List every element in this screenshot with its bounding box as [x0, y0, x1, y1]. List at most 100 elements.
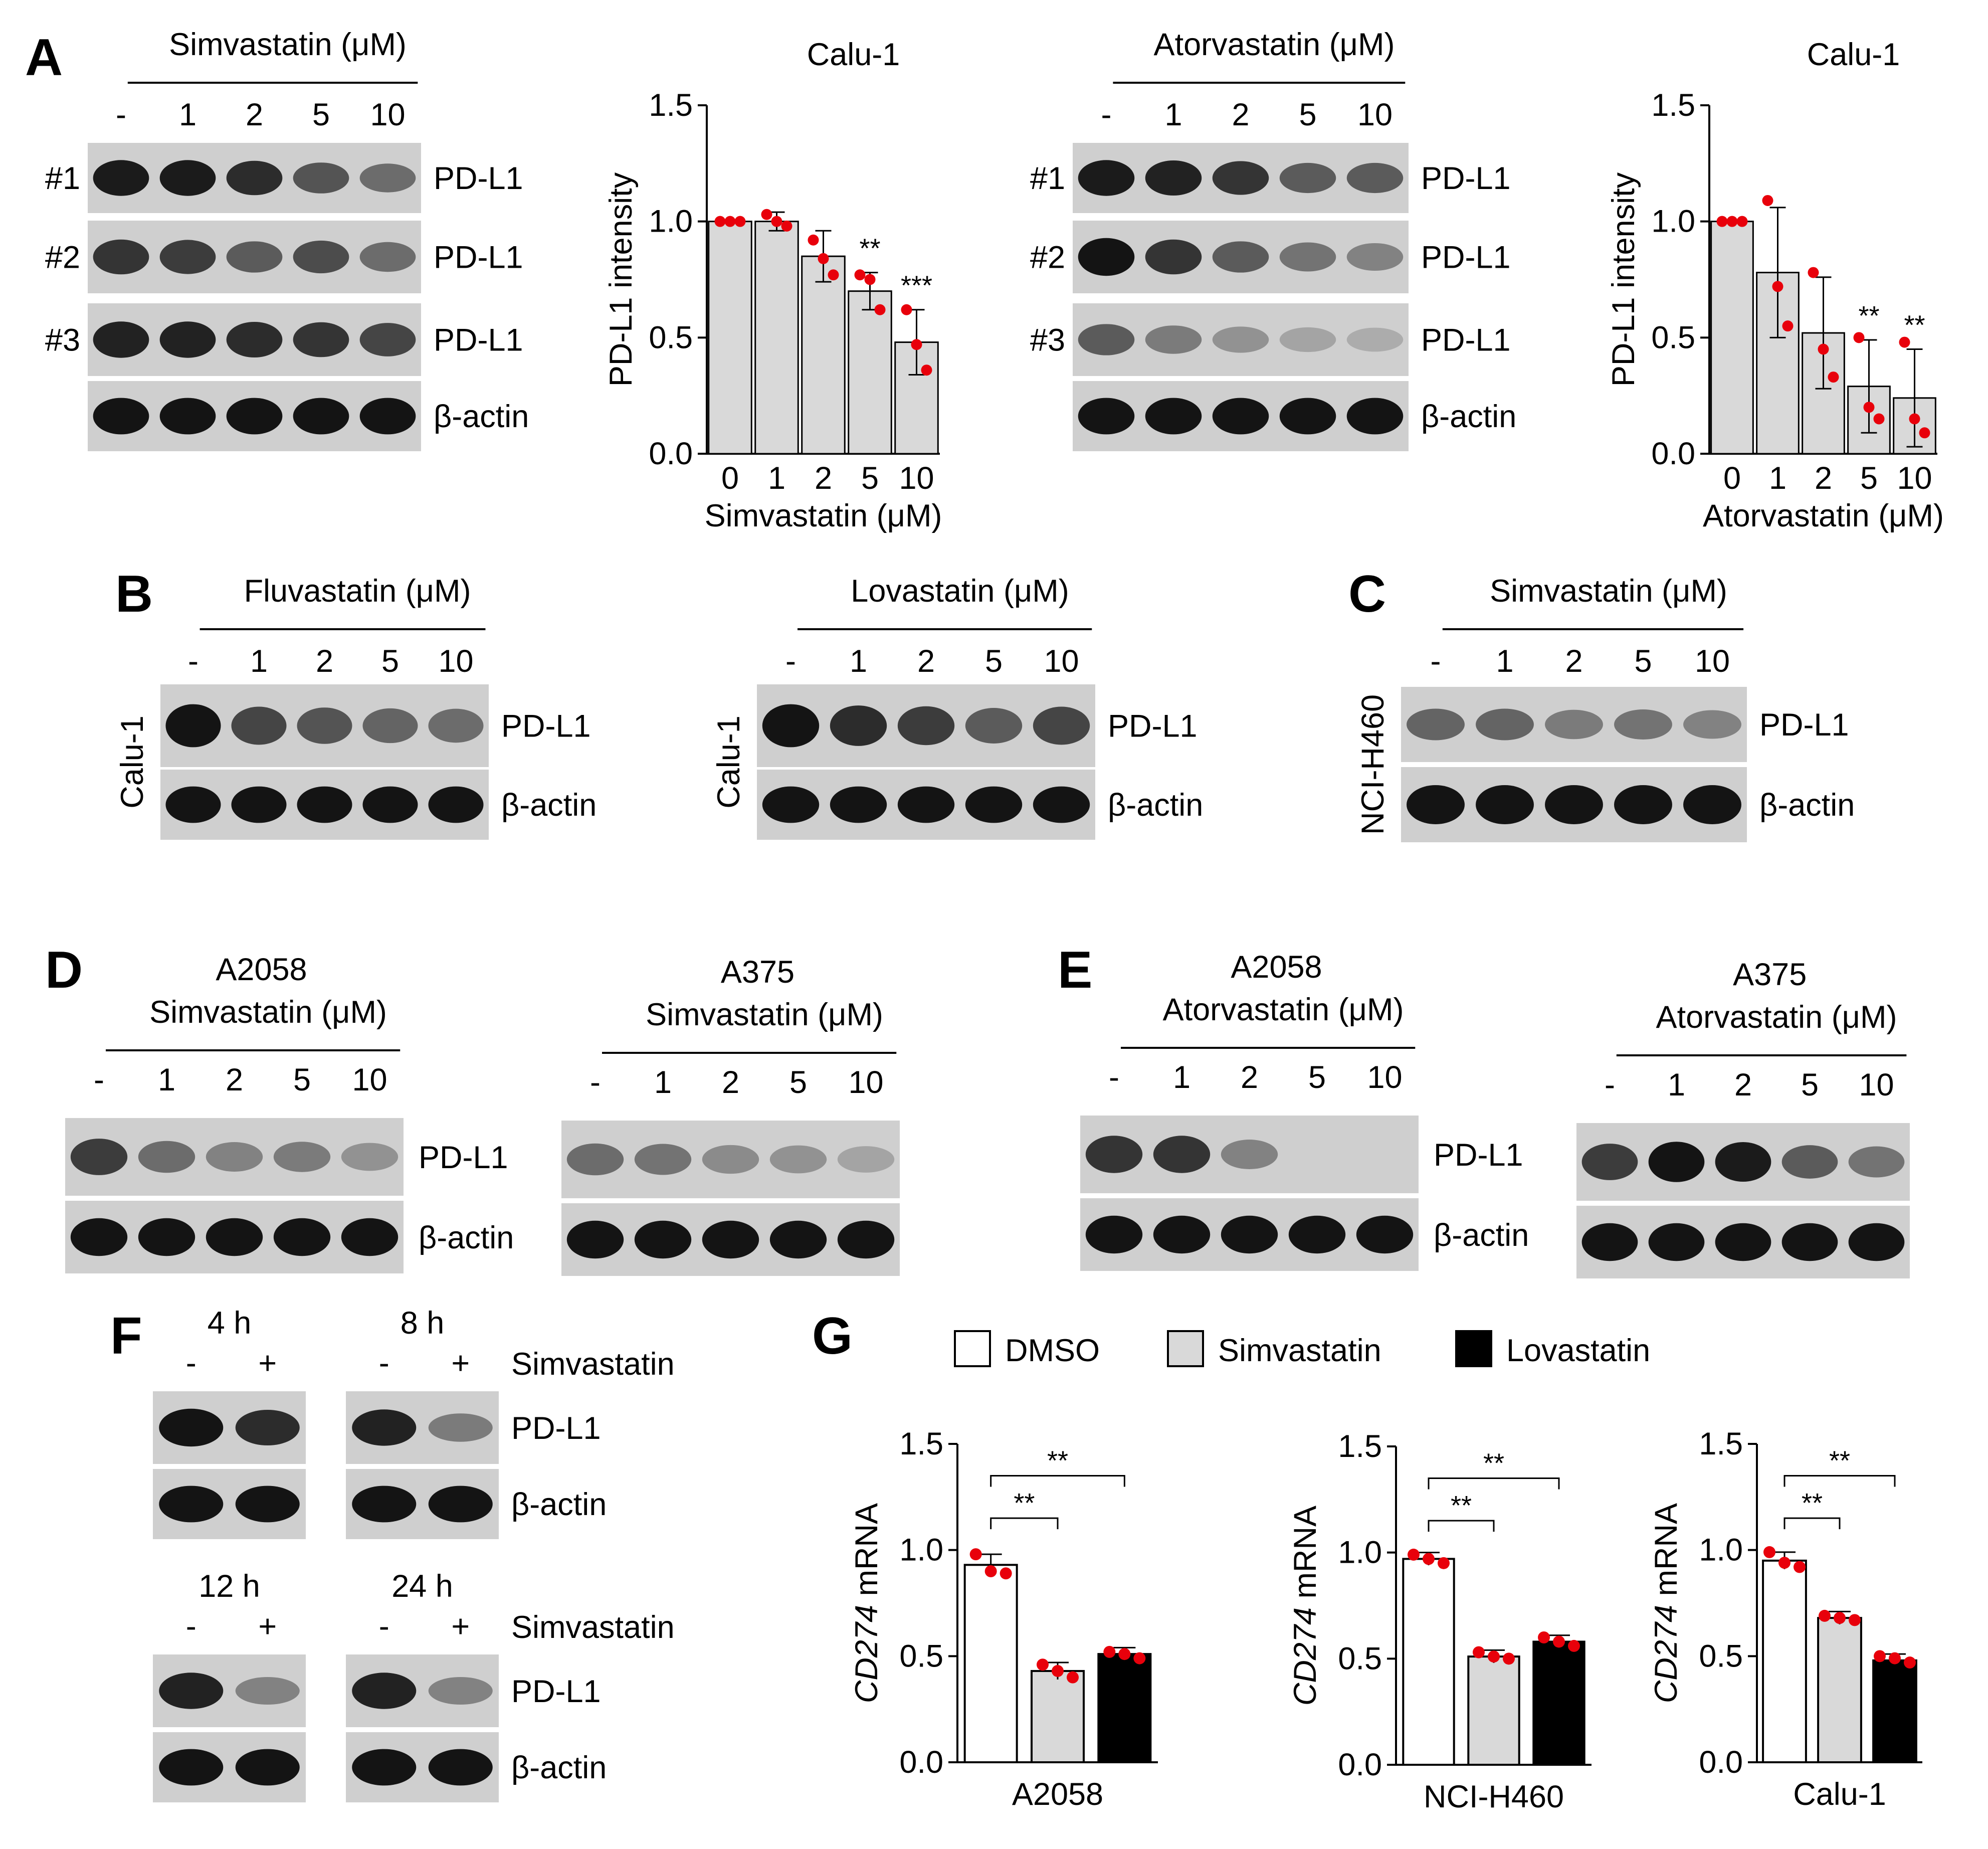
- blot-band: [1279, 398, 1336, 435]
- bar: [801, 255, 846, 455]
- blot-band: [428, 1486, 493, 1523]
- time-label: 8 h: [401, 1306, 445, 1341]
- blot-row-actin: [1401, 767, 1747, 842]
- treatment-label: Atorvastatin (μM): [1163, 992, 1404, 1027]
- blot-band: [830, 786, 887, 823]
- blot-band: [428, 708, 484, 743]
- y-tick-label: 0.0: [1651, 436, 1695, 471]
- row-label: β-actin: [1759, 788, 1855, 823]
- y-axis-label-rest: mRNA: [1649, 1503, 1684, 1605]
- bar: [708, 221, 752, 455]
- blot-row-pdl1: [346, 1391, 499, 1464]
- time-label: 4 h: [208, 1306, 252, 1341]
- panel-label-e: E: [1058, 941, 1092, 999]
- data-point: [781, 220, 792, 232]
- blot-band: [341, 1143, 399, 1171]
- lane-label: +: [258, 1609, 277, 1644]
- bar: [1402, 1558, 1455, 1766]
- lane-label: +: [258, 1346, 277, 1381]
- y-axis-label-italic: CD274: [1649, 1605, 1684, 1703]
- blot-row-4: [1073, 381, 1409, 451]
- blot-band: [226, 321, 283, 358]
- treatment-label: Fluvastatin (μM): [244, 574, 471, 609]
- y-tick-label: 1.0: [649, 204, 693, 239]
- bar: [1532, 1640, 1585, 1766]
- blot-band: [1078, 238, 1135, 276]
- data-point: [1889, 1652, 1901, 1665]
- blot-row-pdl1: [561, 1121, 900, 1198]
- lane-label: 1: [179, 97, 196, 132]
- data-point: [1473, 1646, 1485, 1658]
- blot-row-3: [88, 303, 421, 376]
- replicate-label: #3: [1030, 323, 1065, 358]
- blot-band: [1683, 710, 1741, 739]
- treatment-label: Simvastatin: [511, 1610, 675, 1645]
- blot-row-actin: [1080, 1198, 1419, 1271]
- blot-row-2: [88, 221, 421, 293]
- blot-band: [297, 707, 352, 744]
- blot-row-actin: [153, 1732, 306, 1802]
- panel-label-g: G: [812, 1307, 853, 1365]
- blot-band: [206, 1218, 263, 1256]
- blot-band: [1683, 785, 1741, 824]
- y-axis-label-italic: CD274: [1288, 1607, 1323, 1706]
- lane-label: 1: [1668, 1067, 1685, 1102]
- blot-band: [235, 1409, 300, 1446]
- data-point: [1763, 1546, 1775, 1558]
- row-label: PD-L1: [1108, 709, 1198, 744]
- blot-band: [362, 786, 418, 823]
- blot-band: [1279, 242, 1336, 272]
- legend-swatch: [954, 1330, 991, 1367]
- blot-band: [1346, 398, 1404, 435]
- blot-band: [1715, 1142, 1771, 1182]
- bar: [1817, 1617, 1862, 1763]
- blot-band: [1085, 1136, 1143, 1173]
- data-point: [1726, 216, 1738, 227]
- x-tick-label: 5: [1860, 461, 1878, 496]
- y-tick-label: 1.5: [1651, 88, 1695, 123]
- blot-band: [769, 1145, 827, 1174]
- row-label: PD-L1: [511, 1411, 601, 1446]
- blot-band: [293, 240, 349, 274]
- row-label: PD-L1: [511, 1674, 601, 1709]
- lane-label: 2: [316, 644, 333, 679]
- y-axis-label-rest: mRNA: [849, 1503, 884, 1605]
- data-point: [984, 1565, 997, 1577]
- blot-row-actin: [346, 1732, 499, 1802]
- blot-band: [1476, 708, 1534, 741]
- blot-band: [1212, 398, 1269, 435]
- row-label: PD-L1: [419, 1140, 508, 1175]
- lane-label: 1: [1164, 97, 1182, 132]
- blot-band: [1145, 160, 1202, 196]
- blot-band: [965, 786, 1023, 823]
- legend-swatch: [1167, 1330, 1204, 1367]
- lane-label: -: [590, 1065, 601, 1100]
- blot-row-4: [88, 381, 421, 451]
- blot-band: [428, 1677, 493, 1705]
- data-point: [1052, 1665, 1064, 1677]
- x-tick-label: 1: [1769, 461, 1786, 496]
- blot-band: [1476, 785, 1534, 824]
- cell-line-label: Calu-1: [115, 715, 150, 809]
- blot-row-actin: [346, 1469, 499, 1539]
- blot-band: [1581, 1223, 1638, 1261]
- blot-row-actin: [160, 770, 489, 840]
- blot-band: [634, 1220, 692, 1259]
- blot-band: [352, 1673, 417, 1709]
- bar: [848, 290, 892, 455]
- blot-row-pdl1: [757, 684, 1095, 767]
- data-point: [1874, 1650, 1886, 1662]
- data-point: [1853, 332, 1865, 343]
- blot-row-actin: [561, 1203, 900, 1276]
- lane-label: 10: [1367, 1060, 1402, 1095]
- y-tick-label: 0.0: [1699, 1745, 1743, 1780]
- data-point: [1919, 427, 1930, 439]
- bar: [1031, 1670, 1085, 1763]
- data-point: [724, 216, 736, 227]
- significance-label: **: [1829, 1446, 1850, 1476]
- data-point: [1488, 1650, 1500, 1663]
- row-label: PD-L1: [434, 323, 523, 358]
- treatment-label: Atorvastatin (μM): [1154, 27, 1395, 62]
- lane-label: 5: [381, 644, 399, 679]
- blot-band: [293, 162, 349, 194]
